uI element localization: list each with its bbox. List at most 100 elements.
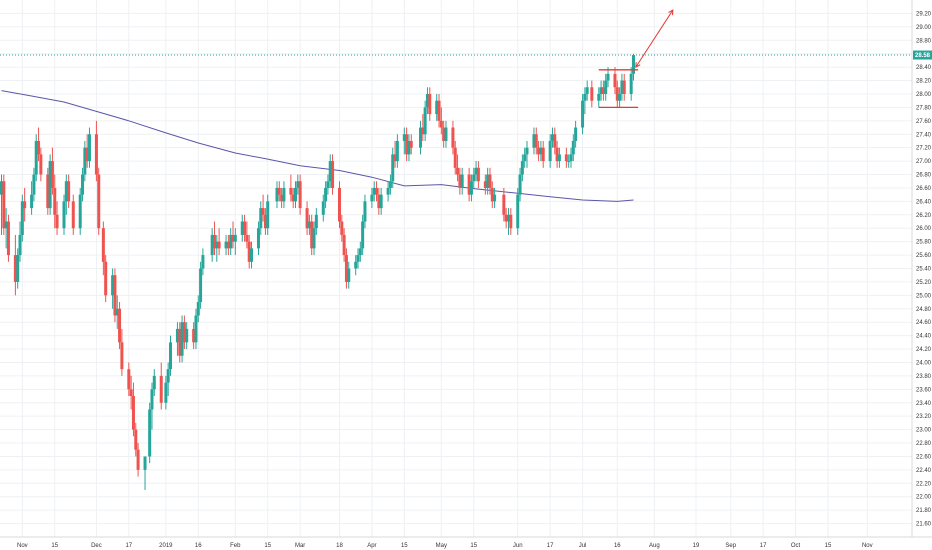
price-tick-label: 22.80 xyxy=(916,441,932,447)
candle-down xyxy=(55,214,59,229)
time-tick-label: Nov xyxy=(17,543,28,549)
candle-up xyxy=(571,140,575,155)
time-tick-label: 16 xyxy=(614,543,621,549)
time-tick-label: Feb xyxy=(230,543,241,549)
price-tick-label: 26.60 xyxy=(916,186,932,192)
candle-up xyxy=(358,248,362,256)
candle-up xyxy=(379,194,383,209)
price-tick-label: 25.80 xyxy=(916,240,932,246)
candle-up xyxy=(493,194,497,202)
candle-up xyxy=(574,127,578,141)
time-tick-label: Oct xyxy=(791,543,801,549)
candle-down xyxy=(490,187,494,202)
time-tick-label: 19 xyxy=(693,543,700,549)
candle-up xyxy=(474,167,478,175)
candle-up xyxy=(240,221,244,235)
candle-down xyxy=(537,147,541,155)
moving-average-line xyxy=(1,90,634,202)
candle-up xyxy=(215,241,219,249)
candle-up xyxy=(567,161,571,163)
candle-down xyxy=(247,241,251,262)
candle-down xyxy=(428,93,432,115)
candle-down xyxy=(85,147,89,162)
candle-up xyxy=(361,221,365,249)
time-tick-label: Apr xyxy=(367,543,376,549)
candle-up xyxy=(282,187,286,202)
price-tick-label: 24.00 xyxy=(916,360,932,366)
price-tick-label: 28.40 xyxy=(916,65,932,71)
candle-down xyxy=(613,73,617,88)
candle-down xyxy=(534,134,538,148)
candle-down xyxy=(118,308,122,343)
time-tick-label: 15 xyxy=(401,543,408,549)
price-tick-label: 28.20 xyxy=(916,79,932,85)
candle-up xyxy=(516,194,520,229)
price-tick-label: 23.40 xyxy=(916,401,932,407)
candle-down xyxy=(136,449,140,470)
candle-down xyxy=(280,194,284,202)
candle-down xyxy=(291,194,295,202)
candle-up xyxy=(294,187,298,202)
candle-up xyxy=(548,140,552,162)
candle-up xyxy=(356,255,360,262)
time-tick-label: Mar xyxy=(295,543,305,549)
candle-up xyxy=(599,87,603,94)
price-axis[interactable]: 21.60 21.80 22.00 22.20 22.40 22.60 22.80 23.00… xyxy=(913,11,932,528)
candle-down xyxy=(39,154,43,175)
price-tick-label: 26.20 xyxy=(916,213,932,219)
candle-down xyxy=(104,261,108,296)
candle-up xyxy=(48,161,52,209)
candle-down xyxy=(377,194,381,209)
candle-up xyxy=(201,255,205,269)
time-tick-label: 17 xyxy=(125,543,132,549)
candle-down xyxy=(298,181,302,209)
candle-up xyxy=(143,456,147,470)
price-tick-label: 23.00 xyxy=(916,428,932,434)
time-axis[interactable]: Nov 15 Dec 17 2019 16 Feb 15 Mar 18 Apr 15 May 15 Jun 1… xyxy=(17,543,873,549)
candle-down xyxy=(342,234,346,256)
candle-down xyxy=(337,187,341,222)
forecast-arrow-line xyxy=(635,9,674,68)
candle-up xyxy=(250,248,254,262)
candle-up xyxy=(180,322,184,356)
candle-up xyxy=(324,187,328,202)
candle-up xyxy=(469,181,473,195)
candle-down xyxy=(476,167,480,182)
price-tick-label: 25.20 xyxy=(916,280,932,286)
candle-down xyxy=(2,181,6,229)
candle-up xyxy=(581,100,585,128)
candle-up xyxy=(597,93,601,101)
candle-up xyxy=(326,181,330,188)
time-tick-label: 2019 xyxy=(159,543,173,549)
candle-up xyxy=(148,409,152,457)
candle-up xyxy=(486,174,490,188)
price-tick-label: 27.80 xyxy=(916,105,932,111)
candle-down xyxy=(231,234,235,242)
price-tick-label: 24.80 xyxy=(916,307,932,313)
candle-up xyxy=(604,80,608,94)
candle-down xyxy=(615,87,619,101)
candle-up xyxy=(386,187,390,195)
time-tick-label: 15 xyxy=(51,543,58,549)
candle-up xyxy=(256,228,260,249)
candle-down xyxy=(71,201,75,229)
candle-down xyxy=(405,134,409,155)
price-tick-label: 22.60 xyxy=(916,454,932,460)
candle-up xyxy=(34,140,38,175)
candle-down xyxy=(245,234,249,242)
candle-down xyxy=(97,174,101,229)
candle-down xyxy=(458,174,462,188)
candle-down xyxy=(120,342,124,370)
price-tick-label: 21.60 xyxy=(916,522,932,528)
candle-up xyxy=(210,234,214,256)
candle-down xyxy=(344,255,348,282)
candle-up xyxy=(354,261,358,269)
candle-down xyxy=(509,214,513,229)
price-tick-label: 22.00 xyxy=(916,495,932,501)
candle-up xyxy=(444,127,448,141)
time-tick-label: Jul xyxy=(579,543,587,549)
candle-up xyxy=(391,154,395,182)
candle-up xyxy=(296,181,300,188)
price-tick-label: 26.40 xyxy=(916,199,932,205)
